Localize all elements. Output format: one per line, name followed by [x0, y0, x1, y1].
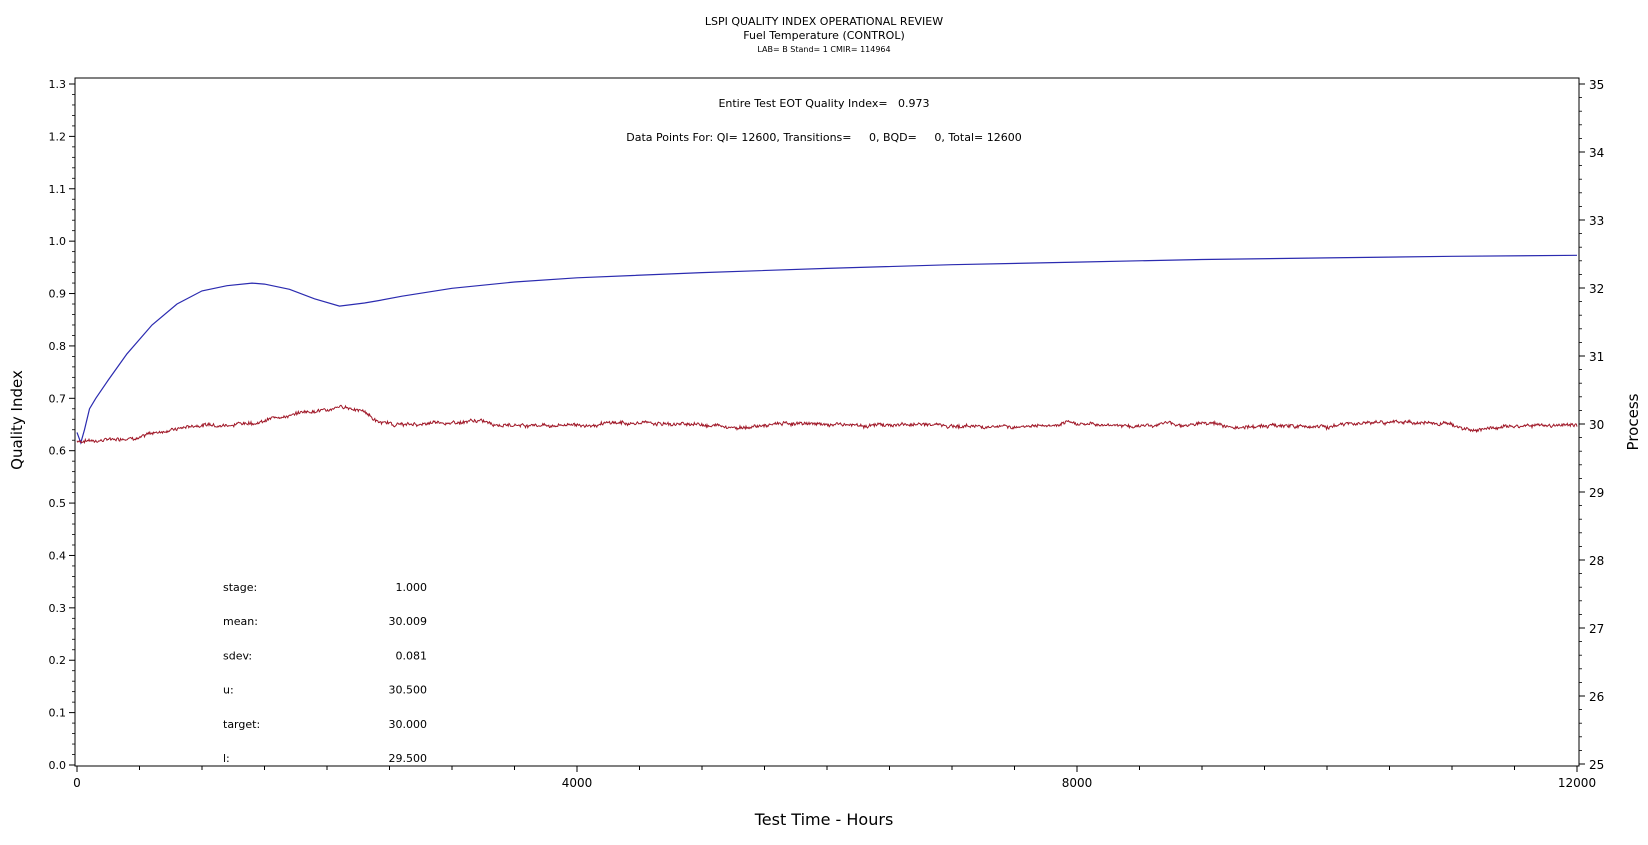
- stat-value: 29.500: [389, 752, 428, 765]
- y2-axis-label: Process: [1624, 393, 1642, 450]
- stat-label: stage:: [223, 581, 257, 594]
- y2-tick-label: 28: [1589, 554, 1604, 568]
- chart-title: LSPI QUALITY INDEX OPERATIONAL REVIEW: [705, 15, 943, 28]
- y2-tick-label: 30: [1589, 418, 1604, 432]
- y-tick-label: 1.1: [49, 183, 67, 196]
- stat-value: 30.000: [389, 718, 428, 731]
- quality-index-annotation: Entire Test EOT Quality Index= 0.973: [718, 97, 929, 110]
- y-tick-label: 0.0: [49, 759, 67, 772]
- stat-value: 0.081: [396, 649, 428, 662]
- plot-frame: [74, 77, 1580, 767]
- x-tick-label: 12000: [1558, 776, 1596, 790]
- y2-tick-label: 27: [1589, 622, 1604, 636]
- y-tick-label: 0.8: [49, 340, 67, 353]
- stats-block: stage: 1.000 mean: 30.009 sdev: 0.081 u: 30.500…: [223, 581, 427, 765]
- stat-label: u:: [223, 684, 234, 697]
- y-tick-label: 1.3: [49, 78, 67, 91]
- stat-value: 30.009: [389, 615, 428, 628]
- y-tick-label: 1.2: [49, 130, 67, 143]
- process-series-line: [76, 404, 1578, 445]
- right-axis-ticks: 25 26 27 28 29 30 31 32 33 34 35: [1579, 78, 1604, 772]
- y2-tick-label: 29: [1589, 486, 1604, 500]
- y-tick-label: 1.0: [49, 235, 67, 248]
- chart-subtitle: Fuel Temperature (CONTROL): [743, 29, 905, 42]
- y-tick-label: 0.7: [49, 392, 67, 405]
- y-tick-label: 0.9: [49, 288, 67, 301]
- y2-tick-label: 31: [1589, 350, 1604, 364]
- y2-tick-label: 34: [1589, 146, 1604, 160]
- stat-label: l:: [223, 752, 230, 765]
- x-axis-label: Test Time - Hours: [754, 810, 894, 829]
- left-axis-ticks: 0.0 0.1 0.2 0.3 0.4 0.5 0.6 0.7 0.8 0.9 1.0 1.1 1.2 1…: [49, 78, 75, 772]
- y-tick-label: 0.1: [49, 707, 67, 720]
- quality-index-series-line: [76, 254, 1578, 445]
- y2-tick-label: 35: [1589, 78, 1604, 92]
- y2-tick-label: 25: [1589, 758, 1604, 772]
- stat-value: 1.000: [396, 581, 428, 594]
- y-axis-label: Quality Index: [8, 370, 26, 470]
- x-tick-label: 8000: [1062, 776, 1093, 790]
- data-points-annotation: Data Points For: QI= 12600, Transitions=…: [626, 131, 1021, 144]
- y-tick-label: 0.6: [49, 445, 67, 458]
- y-tick-label: 0.3: [49, 602, 67, 615]
- stat-label: target:: [223, 718, 260, 731]
- y2-tick-label: 33: [1589, 214, 1604, 228]
- y-tick-label: 0.2: [49, 654, 67, 667]
- x-tick-label: 0: [73, 776, 81, 790]
- y-tick-label: 0.4: [49, 549, 67, 562]
- stat-value: 30.500: [389, 684, 428, 697]
- chart-subtitle-lab: LAB= B Stand= 1 CMIR= 114964: [757, 45, 890, 54]
- y2-tick-label: 32: [1589, 282, 1604, 296]
- x-axis-ticks: 0 4000 8000 12000: [73, 766, 1596, 790]
- stat-label: mean:: [223, 615, 258, 628]
- stat-label: sdev:: [223, 649, 252, 662]
- x-tick-label: 4000: [562, 776, 593, 790]
- y2-tick-label: 26: [1589, 690, 1604, 704]
- y-tick-label: 0.5: [49, 497, 67, 510]
